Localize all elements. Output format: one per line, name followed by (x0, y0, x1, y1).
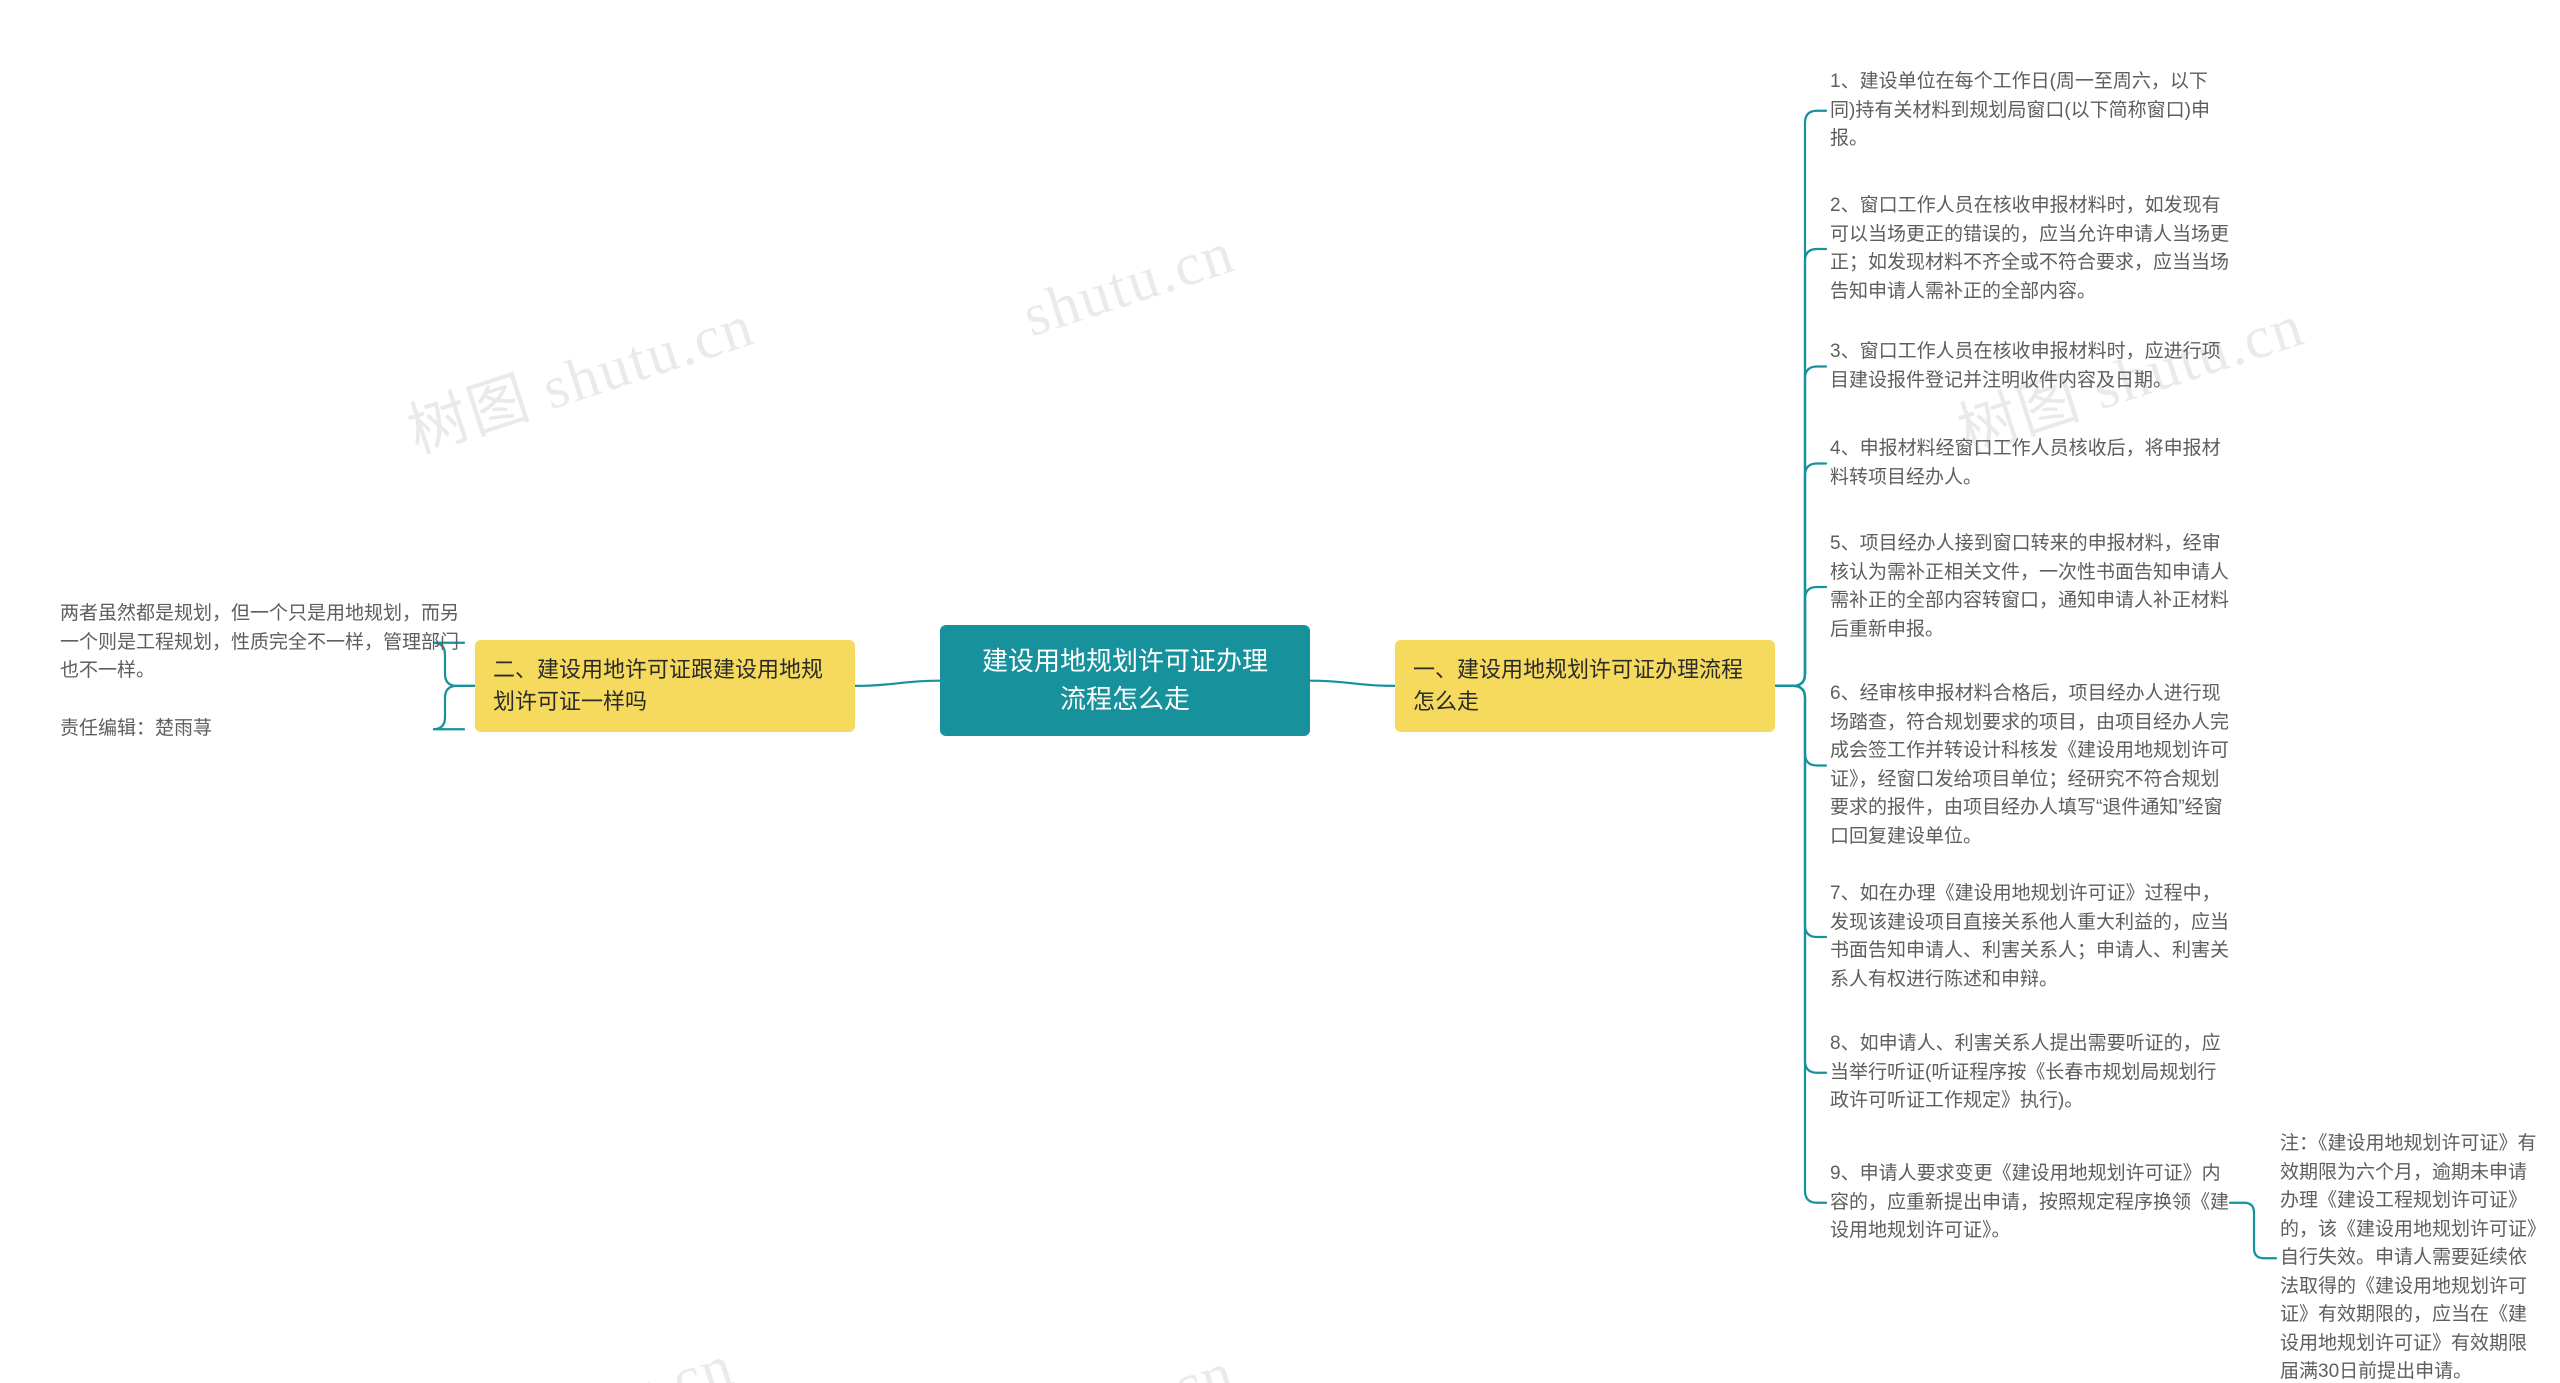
right-leaf: 1、建设单位在每个工作日(周一至周六，以下同)持有关材料到规划局窗口(以下简称窗… (1830, 68, 2230, 154)
right-leaf: 8、如申请人、利害关系人提出需要听证的，应当举行听证(听证程序按《长春市规划局规… (1830, 1030, 2230, 1116)
right-leaf: 5、项目经办人接到窗口转来的申报材料，经审核认为需补正相关文件，一次性书面告知申… (1830, 530, 2230, 644)
watermark: shutu.cn (1015, 218, 1243, 351)
mindmap-canvas: 树图 shutu.cnshutu.cn树图 shutu.cn树图 shutu.c… (0, 0, 2560, 1383)
watermark: 树图 shutu.cn (375, 1317, 743, 1383)
right-leaf: 4、申报材料经窗口工作人员核收后，将申报材料转项目经办人。 (1830, 435, 2230, 492)
root-text: 建设用地规划许可证办理流程怎么走 (982, 646, 1268, 714)
branch-left: 二、建设用地许可证跟建设用地规划许可证一样吗 (475, 640, 855, 732)
right-leaf: 7、如在办理《建设用地规划许可证》过程中，发现该建设项目直接关系他人重大利益的，… (1830, 880, 2230, 994)
branch-left-label: 二、建设用地许可证跟建设用地规划许可证一样吗 (493, 657, 823, 714)
right-leaf: 2、窗口工作人员在核收申报材料时，如发现有可以当场更正的错误的，应当允许申请人当… (1830, 192, 2230, 306)
root-node: 建设用地规划许可证办理流程怎么走 (940, 625, 1310, 736)
right-leaf: 3、窗口工作人员在核收申报材料时，应进行项目建设报件登记并注明收件内容及日期。 (1830, 338, 2230, 395)
right-leaf: 9、申请人要求变更《建设用地规划许可证》内容的，应重新提出申请，按照规定程序换领… (1830, 1160, 2230, 1246)
left-leaf: 责任编辑：楚雨荨 (60, 715, 460, 744)
right-leaf: 6、经审核申报材料合格后，项目经办人进行现场踏查，符合规划要求的项目，由项目经办… (1830, 680, 2230, 851)
watermark: 树图 shutu.cn (395, 277, 763, 471)
branch-right: 一、建设用地规划许可证办理流程怎么走 (1395, 640, 1775, 732)
branch-right-label: 一、建设用地规划许可证办理流程怎么走 (1413, 657, 1743, 714)
right-leaf-note: 注：《建设用地规划许可证》有效期限为六个月，逾期未申请办理《建设工程规划许可证》… (2280, 1130, 2540, 1383)
left-leaf: 两者虽然都是规划，但一个只是用地规划，而另一个则是工程规划，性质完全不一样，管理… (60, 600, 460, 686)
watermark: shutu.cn (1015, 1338, 1243, 1383)
